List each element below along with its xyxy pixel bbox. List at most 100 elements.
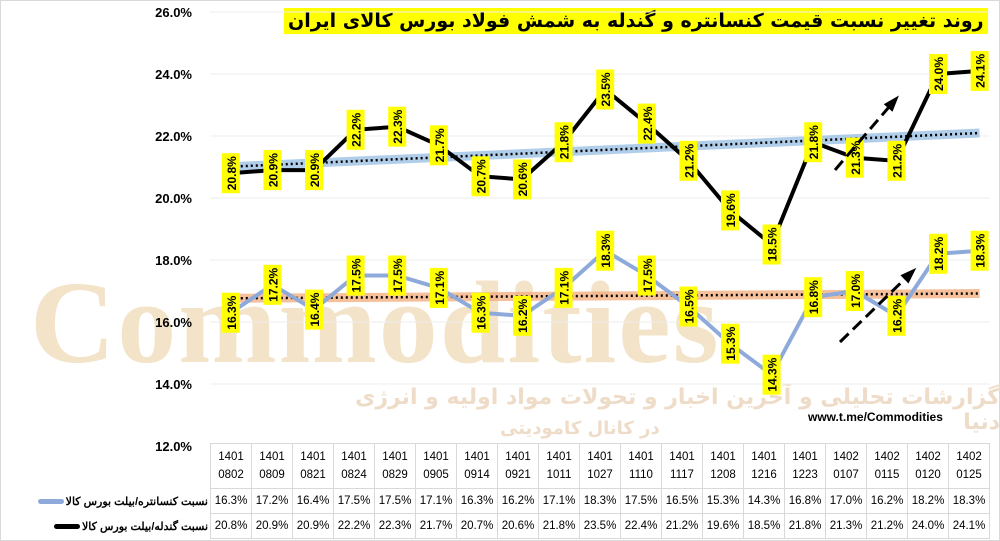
data-label-bg [263, 264, 282, 305]
value-cell: 22.2% [333, 513, 375, 539]
category-label: 1402 0120 [907, 443, 949, 489]
data-label-bg [388, 255, 407, 296]
category-text: 1402 0120 [915, 451, 941, 481]
data-label: 21.3% [849, 140, 863, 174]
data-label-bg [887, 295, 906, 336]
value-cell: 17.5% [333, 488, 375, 514]
data-label: 16.2% [890, 298, 904, 332]
legend-marker-icon [54, 524, 81, 530]
value-cell: 19.6% [702, 513, 744, 539]
data-label-bg [929, 233, 947, 274]
data-label: 16.4% [308, 292, 322, 326]
data-label: 18.5% [766, 227, 780, 261]
value-cell: 17.1% [415, 488, 457, 514]
value-cell: 16.3% [210, 488, 252, 514]
category-text: 1402 0115 [874, 451, 900, 481]
category-label: 1401 0821 [292, 443, 334, 489]
data-label: 16.2% [516, 298, 530, 332]
data-label: 16.5% [682, 289, 696, 323]
data-label: 16.3% [225, 295, 239, 329]
legend-label: نسبت کنسانتره/بیلت بورس کالا [65, 495, 208, 508]
data-label: 18.2% [932, 236, 946, 270]
data-label-bg [970, 50, 989, 91]
data-label-bg [429, 267, 448, 308]
data-label: 20.9% [308, 153, 322, 187]
data-label: 17.5% [641, 258, 655, 292]
data-label-bg [305, 150, 323, 191]
data-label: 15.3% [724, 326, 738, 360]
value-cell: 16.8% [784, 488, 826, 514]
data-label-bg [554, 267, 573, 308]
data-label: 21.2% [890, 143, 904, 177]
category-label: 1402 0115 [866, 443, 908, 489]
category-label: 1401 0905 [415, 443, 457, 489]
value-cell: 20.9% [251, 513, 293, 539]
data-label: 21.2% [682, 143, 696, 177]
watermark-line2: در کانال کامودیتی [500, 418, 660, 439]
y-tick-label: 22.0% [155, 129, 192, 144]
value-cell: 15.3% [702, 488, 744, 514]
data-label: 24.0% [932, 57, 946, 91]
legend-marker-icon [37, 499, 64, 505]
category-text: 1401 1011 [546, 451, 572, 481]
data-label: 21.8% [807, 125, 821, 159]
data-label-bg [346, 255, 365, 296]
value-cell: 21.7% [415, 513, 457, 539]
category-text: 1401 0824 [341, 451, 367, 481]
category-text: 1401 1027 [587, 451, 613, 481]
trend-arrow [838, 270, 914, 344]
category-label: 1401 1208 [702, 443, 744, 489]
corner-cell [0, 444, 211, 489]
data-label-bg [887, 140, 906, 181]
value-cell: 21.3% [825, 513, 867, 539]
category-label: 1401 0824 [333, 443, 375, 489]
series-row: نسبت گندله/بیلت بورس کالا 20.8% 20.9% 20.9%… [0, 513, 990, 539]
data-label: 22.2% [350, 112, 364, 146]
data-label-bg [346, 109, 365, 150]
value-cell: 16.2% [866, 488, 908, 514]
arrow-head-icon [883, 95, 899, 112]
data-label: 22.3% [391, 109, 405, 143]
data-label: 19.6% [724, 193, 738, 227]
category-text: 1401 0802 [218, 451, 244, 481]
data-label-bg [554, 122, 573, 163]
category-row: 1401 0802 1401 0809 1401 0821 1401 0824 1401… [0, 443, 990, 489]
category-text: 1401 0921 [505, 451, 531, 481]
data-label: 20.9% [266, 153, 280, 187]
data-table: 1401 0802 1401 0809 1401 0821 1401 0824 1401… [0, 443, 990, 539]
data-label-bg [804, 277, 823, 318]
category-label: 1401 1223 [784, 443, 826, 489]
category-text: 1401 0829 [382, 451, 408, 481]
legend-entry: نسبت کنسانتره/بیلت بورس کالا [0, 489, 211, 514]
category-text: 1401 0821 [300, 451, 326, 481]
value-cell: 22.4% [620, 513, 662, 539]
category-text: 1401 0914 [464, 451, 490, 481]
data-label-bg [471, 292, 490, 333]
data-label-bg [845, 137, 864, 178]
category-label: 1402 0125 [948, 443, 990, 489]
value-cell: 17.2% [251, 488, 293, 514]
category-label: 1401 1027 [579, 443, 621, 489]
channel-url[interactable]: www.t.me/Commodities [808, 410, 943, 424]
value-cell: 16.2% [497, 488, 539, 514]
data-label-bg [513, 295, 531, 336]
category-text: 1402 0107 [833, 451, 859, 481]
value-cell: 17.1% [538, 488, 580, 514]
data-label: 20.8% [225, 156, 239, 190]
value-cell: 21.2% [866, 513, 908, 539]
category-label: 1401 1011 [538, 443, 580, 489]
category-text: 1401 1216 [751, 451, 777, 481]
data-label-bg [929, 54, 947, 94]
value-cell: 24.1% [948, 513, 990, 539]
y-tick-label: 20.0% [155, 191, 192, 206]
value-cell: 18.5% [743, 513, 785, 539]
data-label: 20.6% [516, 162, 530, 196]
data-label: 21.8% [558, 125, 572, 159]
category-text: 1401 1110 [628, 451, 654, 481]
data-label-bg [221, 292, 240, 333]
data-label-bg [970, 230, 989, 271]
data-label: 14.3% [766, 357, 780, 391]
category-text: 1401 1223 [792, 451, 818, 481]
value-cell: 21.8% [784, 513, 826, 539]
category-label: 1401 0921 [497, 443, 539, 489]
